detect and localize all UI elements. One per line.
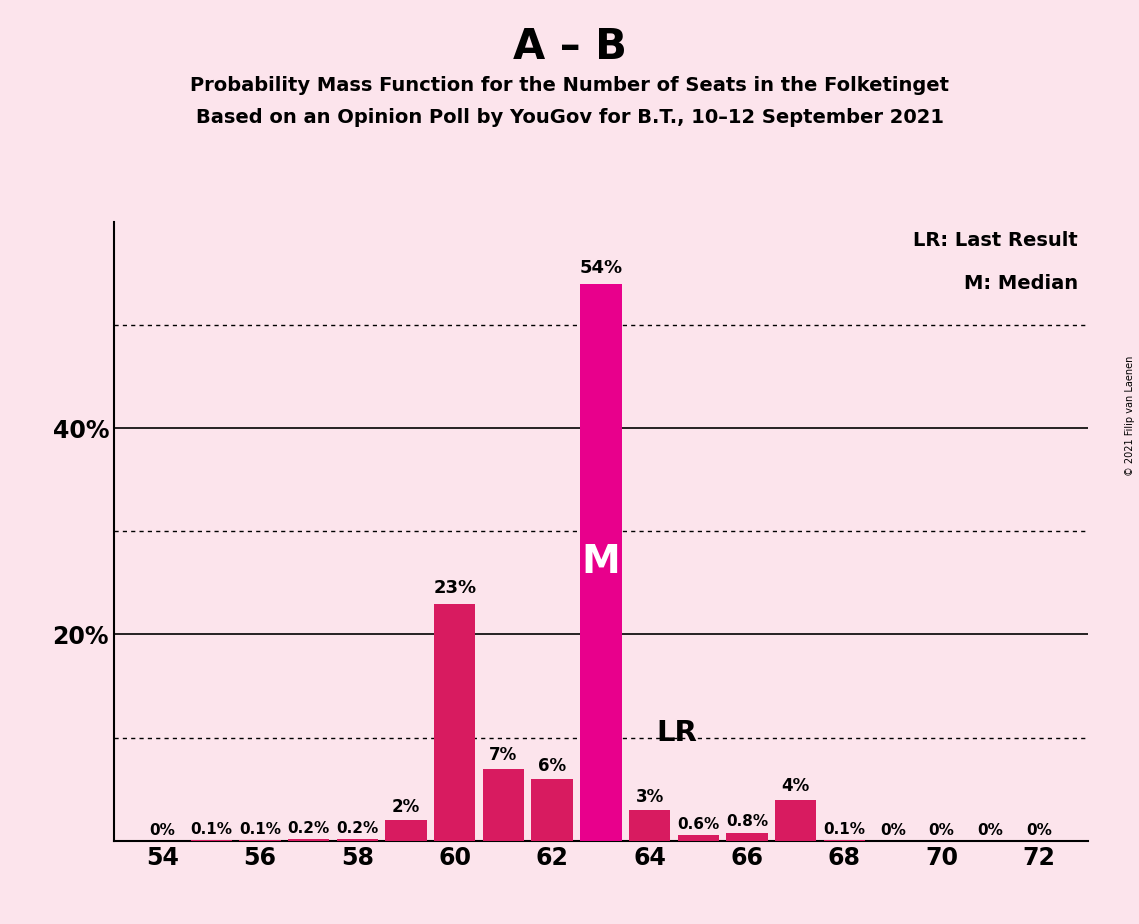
- Text: 0.8%: 0.8%: [726, 814, 768, 830]
- Text: 23%: 23%: [433, 579, 476, 597]
- Text: 0.2%: 0.2%: [336, 821, 378, 835]
- Text: 0%: 0%: [977, 822, 1003, 838]
- Text: 0%: 0%: [149, 822, 175, 838]
- Bar: [678, 834, 719, 841]
- Bar: [288, 839, 329, 841]
- Text: A – B: A – B: [513, 26, 626, 67]
- Bar: [580, 284, 622, 841]
- Text: 7%: 7%: [490, 747, 517, 764]
- Bar: [629, 809, 670, 841]
- Bar: [337, 839, 378, 841]
- Bar: [385, 821, 427, 841]
- Text: LR: Last Result: LR: Last Result: [913, 231, 1077, 250]
- Text: 0.6%: 0.6%: [677, 817, 720, 832]
- Text: © 2021 Filip van Laenen: © 2021 Filip van Laenen: [1125, 356, 1134, 476]
- Bar: [532, 779, 573, 841]
- Text: 0%: 0%: [928, 822, 954, 838]
- Text: 0.1%: 0.1%: [823, 821, 866, 837]
- Text: LR: LR: [657, 719, 698, 747]
- Text: 4%: 4%: [781, 777, 810, 796]
- Text: 0.1%: 0.1%: [239, 821, 281, 837]
- Text: 0%: 0%: [880, 822, 906, 838]
- Bar: [434, 603, 475, 841]
- Text: 0%: 0%: [1026, 822, 1052, 838]
- Bar: [239, 840, 280, 841]
- Text: 3%: 3%: [636, 788, 664, 806]
- Text: M: Median: M: Median: [964, 274, 1077, 294]
- Text: 0.2%: 0.2%: [287, 821, 330, 835]
- Text: 6%: 6%: [538, 757, 566, 775]
- Text: M: M: [581, 543, 621, 581]
- Text: 0.1%: 0.1%: [190, 821, 232, 837]
- Text: 2%: 2%: [392, 798, 420, 816]
- Text: Based on an Opinion Poll by YouGov for B.T., 10–12 September 2021: Based on an Opinion Poll by YouGov for B…: [196, 108, 943, 128]
- Bar: [727, 833, 768, 841]
- Bar: [483, 769, 524, 841]
- Bar: [775, 799, 817, 841]
- Bar: [190, 840, 232, 841]
- Text: 54%: 54%: [580, 260, 622, 277]
- Text: Probability Mass Function for the Number of Seats in the Folketinget: Probability Mass Function for the Number…: [190, 76, 949, 95]
- Bar: [823, 840, 865, 841]
